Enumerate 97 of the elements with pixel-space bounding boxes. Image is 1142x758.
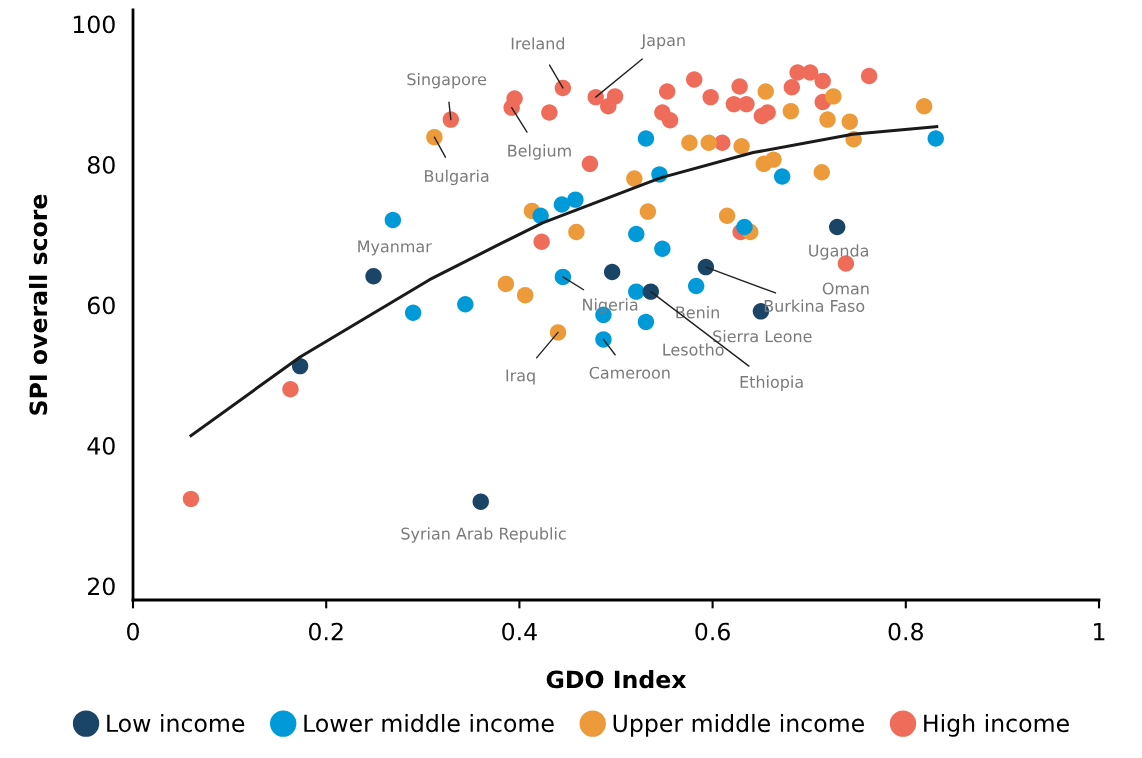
point	[457, 296, 474, 313]
annotation: Benin	[676, 306, 719, 319]
point	[782, 102, 800, 120]
point	[472, 493, 489, 510]
y-tick-label: 100	[73, 15, 115, 34]
point	[603, 263, 621, 281]
point	[731, 78, 748, 95]
point	[661, 112, 679, 129]
point	[813, 164, 830, 181]
point	[384, 211, 402, 229]
annotation: Ireland	[511, 37, 565, 50]
point	[567, 191, 584, 208]
annotation: Nigeria	[583, 298, 638, 314]
annotation: Burkina Faso	[764, 299, 865, 312]
annotation: Myanmar	[358, 240, 432, 256]
y-tick-label: 40	[87, 436, 115, 455]
x-tick-label: 0.8	[888, 622, 923, 641]
x-axis-title: GDO Index	[546, 670, 687, 689]
point	[549, 324, 567, 341]
annotation: Ethiopia	[740, 375, 803, 392]
point	[915, 98, 933, 115]
x-tick-label: 0	[127, 622, 139, 641]
annotation: Belgium	[508, 144, 571, 160]
point	[718, 207, 736, 225]
y-axis-title: SPI overall score	[28, 194, 48, 415]
x-tick-label: 0.2	[308, 622, 343, 641]
point	[700, 134, 717, 151]
point	[553, 196, 571, 213]
point	[814, 72, 831, 90]
line-series	[189, 125, 939, 438]
point	[581, 155, 599, 173]
annotation: Japan	[640, 34, 685, 50]
point	[687, 277, 705, 295]
point	[765, 151, 782, 168]
point	[759, 104, 776, 121]
x-tick-label: 0.4	[502, 622, 537, 641]
point	[626, 170, 643, 187]
point	[639, 203, 657, 220]
annotation: Cameroon	[589, 366, 670, 379]
point	[587, 88, 604, 106]
point	[637, 130, 655, 147]
point	[927, 130, 944, 147]
point	[404, 304, 422, 321]
point	[595, 331, 612, 348]
point	[736, 218, 753, 236]
point	[773, 168, 791, 185]
point	[568, 223, 585, 241]
y-tick-label: 60	[87, 296, 115, 315]
point	[497, 275, 515, 293]
legend-label: High income	[924, 713, 1069, 737]
point	[658, 83, 676, 100]
annotation: Lesotho	[663, 343, 724, 356]
point	[291, 357, 309, 375]
point	[697, 258, 715, 276]
point	[282, 381, 299, 398]
annotation: Sierra Leone	[713, 329, 812, 343]
y-tick-label: 80	[87, 155, 115, 174]
point	[533, 233, 550, 250]
x-tick-label: 1	[1094, 622, 1105, 641]
legend-label: Upper middle income	[613, 713, 864, 737]
legend-label: Low income	[107, 713, 245, 733]
x-tick-label: 0.6	[695, 622, 730, 641]
point	[783, 79, 801, 96]
point	[819, 111, 836, 128]
annotation: Uganda	[809, 244, 868, 260]
point	[628, 225, 645, 243]
annotation: Syrian Arab Republic	[401, 527, 566, 543]
point	[442, 111, 460, 128]
annotation: Oman	[822, 282, 869, 295]
point	[702, 88, 719, 106]
point	[600, 98, 617, 115]
point	[825, 88, 842, 105]
annotation: Singapore	[407, 72, 487, 89]
point	[365, 267, 382, 285]
point	[503, 99, 520, 116]
point	[541, 104, 558, 121]
legend-label: Lower middle income	[304, 713, 554, 733]
point	[860, 67, 878, 85]
point	[628, 283, 645, 300]
point	[738, 95, 755, 113]
point	[757, 83, 774, 100]
point	[554, 79, 572, 97]
point	[554, 268, 572, 286]
point	[182, 490, 200, 508]
point	[642, 283, 659, 300]
point	[681, 134, 698, 151]
point	[516, 286, 534, 304]
point	[829, 218, 846, 236]
point	[841, 113, 858, 130]
point	[654, 240, 671, 258]
point	[733, 138, 750, 155]
point	[426, 128, 443, 146]
annotation: Iraq	[506, 369, 535, 385]
y-tick-label: 20	[88, 577, 115, 596]
annotation: Bulgaria	[425, 169, 489, 186]
point	[637, 313, 655, 331]
point	[686, 71, 703, 88]
